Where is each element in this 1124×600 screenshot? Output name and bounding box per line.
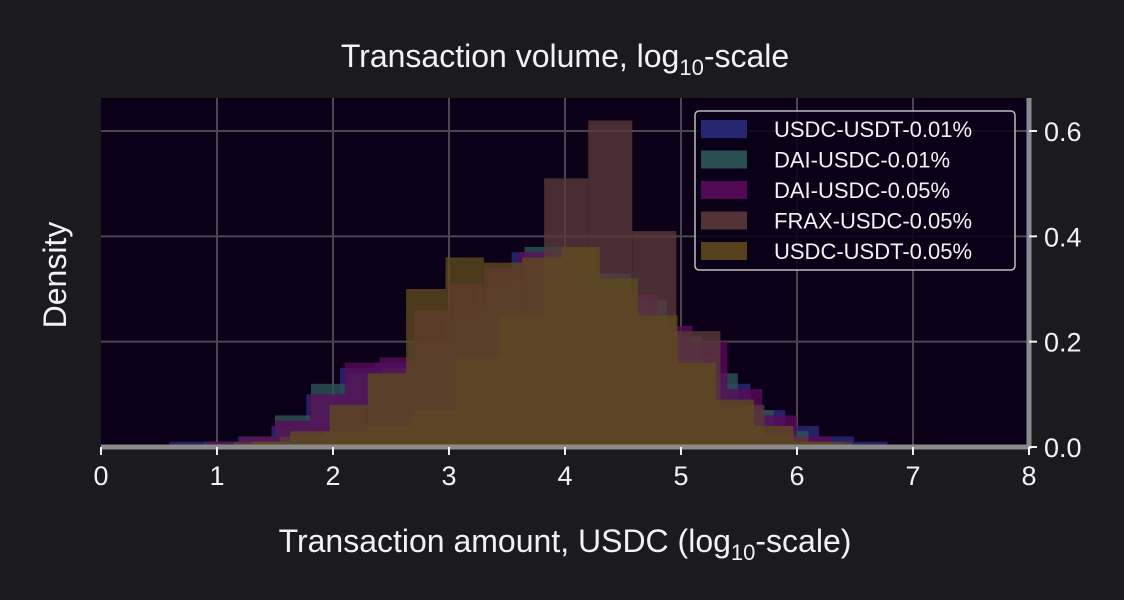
histogram-bar [677,362,716,447]
y-tick-label: 0.4 [1044,222,1082,252]
legend-swatch [701,211,747,230]
legend-swatch [701,120,747,138]
legend-swatch [701,181,747,199]
xlabel-subscript: 10 [731,540,755,565]
legend-item: DAI-USDC-0.05% [701,178,950,203]
histogram-bar [329,404,368,447]
histogram-bar [793,441,832,447]
legend: USDC-USDT-0.01% DAI-USDC-0.01% DAI-USDC-0.… [694,110,1016,271]
title-main: Transaction volume, log [341,38,680,74]
histogram-bar [445,257,484,447]
title-tail: -scale [704,38,789,74]
legend-item: USDC-USDT-0.01% [701,117,972,142]
histogram-bar [754,425,794,447]
y-tick-label: 0.0 [1044,433,1082,463]
histogram-bars [169,120,888,447]
legend-label: FRAX-USDC-0.05% [774,209,972,234]
histogram-bar [715,399,755,447]
legend-label: DAI-USDC-0.05% [774,178,950,203]
x-tick-label: 6 [789,461,804,491]
histogram-bar [367,373,407,447]
xlabel-main: Transaction amount, USDC (log [279,523,731,559]
legend-swatch [701,150,747,169]
x-tick-label: 0 [93,461,108,491]
x-tick-label: 5 [673,461,688,491]
legend-item: FRAX-USDC-0.05% [701,209,972,234]
x-axis-label: Transaction amount, USDC (log10-scale) [279,523,852,565]
chart-title: Transaction volume, log10-scale [341,38,789,80]
legend-label: USDC-USDT-0.05% [774,239,972,264]
series-5 [251,246,832,447]
x-tick-label: 4 [557,461,572,491]
legend-swatch [701,242,747,260]
legend-item: DAI-USDC-0.01% [701,148,950,173]
legend-label: DAI-USDC-0.01% [774,148,950,173]
histogram-bar [561,246,600,447]
legend-label: USDC-USDT-0.01% [774,117,972,142]
legend-box [694,110,1016,271]
y-axis-label: Density [37,222,73,329]
x-tick-label: 7 [905,461,920,491]
x-tick-label: 1 [209,461,224,491]
histogram-bar [169,441,204,447]
y-tick-label: 0.6 [1044,117,1082,147]
title-subscript: 10 [679,55,703,80]
y-ticks: 0.0 0.2 0.4 0.6 [1029,117,1082,463]
x-tick-label: 8 [1021,461,1036,491]
y-tick-label: 0.2 [1044,328,1082,358]
histogram-bar [251,441,291,447]
histogram-bar [599,278,639,447]
x-tick-label: 3 [441,461,456,491]
histogram-bar [853,441,888,447]
histogram-bar [406,289,446,447]
histogram-bar [205,441,241,447]
x-tick-label: 2 [325,461,340,491]
histogram-bar [638,315,678,447]
x-ticks: 0 1 2 3 4 5 6 7 8 [93,447,1037,491]
legend-item: USDC-USDT-0.05% [701,239,972,264]
histogram-bar [483,262,523,447]
histogram-bar [290,431,330,447]
histogram-bar [522,257,562,447]
xlabel-tail: -scale) [755,523,851,559]
